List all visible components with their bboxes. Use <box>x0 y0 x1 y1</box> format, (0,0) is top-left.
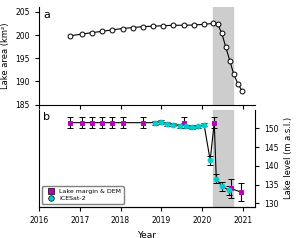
Legend: Lake margin & DEM, ICESat-2: Lake margin & DEM, ICESat-2 <box>42 186 124 204</box>
Bar <box>213 109 232 207</box>
Text: a: a <box>43 10 50 20</box>
X-axis label: Year: Year <box>137 231 157 238</box>
Bar <box>213 7 232 105</box>
Y-axis label: Lake level (m a.s.l.): Lake level (m a.s.l.) <box>284 117 293 199</box>
Y-axis label: Lake area (km²): Lake area (km²) <box>1 23 10 89</box>
Text: b: b <box>43 113 50 123</box>
